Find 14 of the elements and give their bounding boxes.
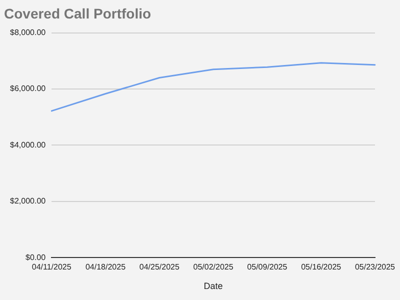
- y-tick-label: $2,000.00: [10, 196, 46, 206]
- x-axis-title: Date: [204, 281, 223, 292]
- x-tick-label: 04/25/2025: [139, 262, 180, 272]
- chart-title: Covered Call Portfolio: [4, 5, 152, 22]
- y-tick-label: $6,000.00: [10, 84, 46, 94]
- y-tick-label: $8,000.00: [10, 28, 46, 38]
- x-tick-label: 04/18/2025: [85, 262, 126, 272]
- x-tick-label: 05/16/2025: [301, 262, 342, 272]
- x-tick-label: 04/11/2025: [32, 262, 72, 272]
- x-tick-label: 05/09/2025: [247, 262, 288, 272]
- x-tick-label: 05/23/2025: [354, 262, 396, 272]
- x-tick-label: 05/02/2025: [193, 262, 234, 272]
- y-tick-label: $4,000.00: [10, 140, 46, 150]
- y-tick-label: $0.00: [26, 252, 46, 262]
